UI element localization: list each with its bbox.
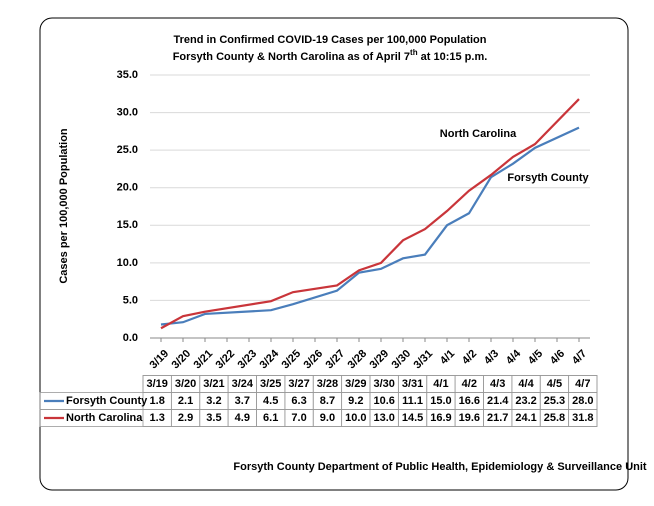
- annotation: North Carolina: [440, 128, 517, 140]
- table-value: 6.3: [291, 395, 306, 407]
- subtitle-sup: th: [410, 48, 418, 57]
- y-tick-label: 30.0: [117, 106, 138, 118]
- table-header: 4/3: [490, 378, 505, 390]
- table-header: 3/21: [203, 378, 224, 390]
- table-header: 4/5: [547, 378, 562, 390]
- table-value: 14.5: [402, 412, 423, 424]
- table-header: 3/28: [317, 378, 338, 390]
- subtitle-part: Forsyth County & North Carolina as of Ap…: [173, 51, 410, 63]
- table-value: 23.2: [515, 395, 536, 407]
- table-header: 3/20: [175, 378, 196, 390]
- table-header: 3/30: [373, 378, 394, 390]
- table-value: 19.6: [459, 412, 480, 424]
- table-value: 10.0: [345, 412, 366, 424]
- series-line: [160, 126, 580, 326]
- table-value: 25.8: [544, 412, 565, 424]
- table-value: 1.8: [150, 395, 165, 407]
- y-tick-label: 10.0: [117, 257, 138, 269]
- table-value: 9.0: [320, 412, 335, 424]
- table-value: 3.2: [206, 395, 221, 407]
- table-value: 4.5: [263, 395, 278, 407]
- table-value: 21.7: [487, 412, 508, 424]
- chart-subtitle: Forsyth County & North Carolina as of Ap…: [173, 48, 488, 63]
- footer: Forsyth County Department of Public Heal…: [233, 461, 647, 473]
- table-value: 25.3: [544, 395, 565, 407]
- table-header: 4/4: [518, 378, 534, 390]
- legend-label: North Carolina: [66, 412, 143, 424]
- y-tick-label: 25.0: [117, 144, 138, 156]
- table-header: 3/25: [260, 378, 281, 390]
- table-value: 9.2: [348, 395, 363, 407]
- subtitle-part: at 10:15 p.m.: [418, 51, 488, 63]
- series-line: [160, 98, 580, 330]
- table-cell: [39, 409, 598, 427]
- table-value: 2.1: [178, 395, 193, 407]
- y-tick-label: 35.0: [117, 69, 138, 81]
- y-axis-label: Cases per 100,000 Population: [58, 128, 70, 284]
- table-header: 4/2: [462, 378, 477, 390]
- annotation: Forsyth County: [507, 172, 589, 184]
- table-value: 31.8: [572, 412, 593, 424]
- y-tick-label: 15.0: [117, 219, 138, 231]
- table-header: 3/31: [402, 378, 423, 390]
- table-value: 15.0: [430, 395, 451, 407]
- table-value: 6.1: [263, 412, 278, 424]
- table-header: 3/19: [146, 378, 167, 390]
- chart-title: Trend in Confirmed COVID-19 Cases per 10…: [174, 34, 487, 46]
- table-value: 2.9: [178, 412, 193, 424]
- table-value: 7.0: [291, 412, 306, 424]
- table-header: 4/1: [433, 378, 448, 390]
- table-value: 8.7: [320, 395, 335, 407]
- legend-label: Forsyth County: [66, 395, 148, 407]
- table-value: 13.0: [373, 412, 394, 424]
- chart-border: [39, 17, 629, 491]
- table-value: 11.1: [402, 395, 423, 407]
- table-value: 10.6: [373, 395, 394, 407]
- table-header: 3/27: [288, 378, 309, 390]
- table-value: 28.0: [572, 395, 593, 407]
- table-value: 16.9: [430, 412, 451, 424]
- y-tick-label: 0.0: [123, 332, 138, 344]
- table-value: 24.1: [515, 412, 536, 424]
- table-value: 16.6: [459, 395, 480, 407]
- table-value: 4.9: [235, 412, 250, 424]
- table-header: 4/7: [575, 378, 590, 390]
- table-header: 3/29: [345, 378, 366, 390]
- table-value: 3.7: [235, 395, 250, 407]
- y-tick-label: 5.0: [123, 294, 138, 306]
- table-value: 21.4: [487, 395, 509, 407]
- table-header: 3/24: [232, 378, 254, 390]
- table-value: 1.3: [150, 412, 165, 424]
- table-value: 3.5: [206, 412, 221, 424]
- y-tick-label: 20.0: [117, 182, 138, 194]
